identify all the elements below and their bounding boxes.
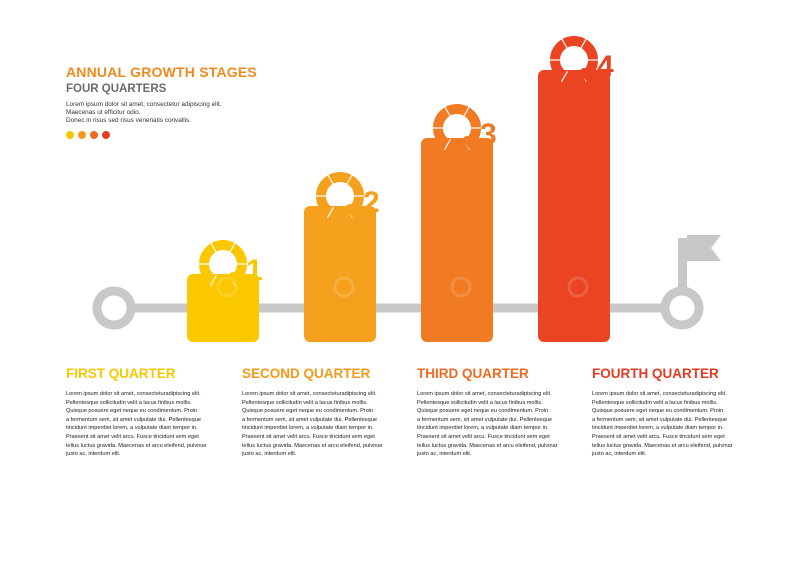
flag-icon (687, 235, 721, 261)
bar-q2 (304, 206, 376, 342)
intro-line: Donec in risus sed risus venenatis conva… (66, 117, 192, 124)
description-line: a fermentum sem, sit amet vulputate dui.… (417, 416, 552, 423)
description-line: Praesent sit amet velit arcu. Fusce tinc… (417, 433, 550, 440)
description-line: tellus luctus gravida. Maecenas et arcu … (66, 442, 207, 449)
bar-label-number: 3 (480, 118, 497, 151)
quarter-block-fourth: FOURTH QUARTER Lorem ipsum dolor sit ame… (592, 366, 742, 459)
quarter-block-third: THIRD QUARTER Lorem ipsum dolor sit amet… (417, 366, 567, 459)
flag-pole (678, 238, 687, 293)
bar-label-number: 1 (246, 254, 263, 287)
q-ring-segment (209, 242, 218, 254)
chart-title: ANNUAL GROWTH STAGES (66, 64, 257, 80)
q-ring-segment (209, 274, 218, 286)
description-line: a fermentum sem, sit amet vulputate dui.… (242, 416, 377, 423)
description-line: Lorem ipsum dolor sit amet, consectetura… (417, 391, 552, 397)
description-line: tincidunt imperdiet lorem, a vulputate d… (592, 425, 724, 432)
description-line: Pellentesque sollicitudin velit a lacus … (592, 399, 718, 406)
q-ring-segment (462, 106, 471, 118)
color-dot (102, 131, 110, 139)
q-ring-segment (443, 106, 452, 118)
description-line: Praesent sit amet velit arcu. Fusce tinc… (66, 433, 199, 440)
description-line: tellus luctus gravida. Maecenas et arcu … (592, 442, 733, 449)
bar-label-number: 4 (597, 50, 614, 83)
description-line: a fermentum sem, sit amet vulputate dui.… (592, 416, 727, 423)
intro-text: Lorem ipsum dolor sit amet, consectetur … (66, 101, 366, 125)
timeline-end-circle (660, 286, 704, 330)
intro-line: Maecenas ut efficitur odio. (66, 109, 141, 116)
quarter-title: FOURTH QUARTER (592, 366, 719, 381)
q-ring-segment (560, 70, 569, 82)
color-dot (78, 131, 86, 139)
description-line: Lorem ipsum dolor sit amet, consectetura… (242, 391, 377, 397)
bar-decoration (450, 276, 472, 298)
description-line: Quisque posuere eget neque eu condimentu… (242, 408, 374, 415)
q-tail (229, 272, 247, 292)
bar-q3 (421, 138, 493, 342)
quarter-block-first: FIRST QUARTER Lorem ipsum dolor sit amet… (66, 366, 216, 459)
description-line: tincidunt imperdiet lorem, a vulputate d… (66, 425, 198, 432)
timeline-start-circle (92, 286, 136, 330)
q-ring-segment (443, 138, 452, 150)
q-ring-segment (326, 174, 335, 186)
bar-decoration (216, 276, 238, 298)
quarter-description: Lorem ipsum dolor sit amet, consectetura… (592, 390, 742, 459)
chart-subtitle: FOUR QUARTERS (66, 83, 167, 95)
description-line: justo ac, interdum elit. (592, 451, 647, 458)
description-line: justo ac, interdum elit. (242, 451, 297, 458)
description-line: a fermentum sem, sit amet vulputate dui.… (66, 416, 201, 423)
q-tail (346, 204, 364, 224)
bar-label-number: 2 (363, 186, 380, 219)
quarter-block-second: SECOND QUARTER Lorem ipsum dolor sit ame… (242, 366, 392, 459)
quarter-title: SECOND QUARTER (242, 366, 371, 381)
q-ring-segment (326, 206, 335, 218)
description-line: tellus luctus gravida. Maecenas et arcu … (417, 442, 558, 449)
color-dots (66, 131, 366, 139)
description-line: tincidunt imperdiet lorem, a vulputate d… (417, 425, 549, 432)
quarter-description: Lorem ipsum dolor sit amet, consectetura… (417, 390, 567, 459)
description-line: tellus luctus gravida. Maecenas et arcu … (242, 442, 383, 449)
description-line: Lorem ipsum dolor sit amet, consectetura… (66, 391, 201, 397)
description-line: Pellentesque sollicitudin velit a lacus … (66, 399, 192, 406)
color-dot (90, 131, 98, 139)
quarter-title: THIRD QUARTER (417, 366, 529, 381)
quarter-title: FIRST QUARTER (66, 366, 176, 381)
intro-line: Lorem ipsum dolor sit amet, consectetur … (66, 101, 222, 108)
q-ring-segment (345, 174, 354, 186)
description-line: Lorem ipsum dolor sit amet, consectetura… (592, 391, 727, 397)
q-ring-segment (228, 242, 237, 254)
q-tail (463, 136, 481, 156)
description-line: Praesent sit amet velit arcu. Fusce tinc… (242, 433, 375, 440)
description-line: Quisque posuere eget neque eu condimentu… (592, 408, 724, 415)
q-tail (580, 68, 598, 88)
quarter-description: Lorem ipsum dolor sit amet, consectetura… (66, 390, 216, 459)
description-line: Quisque posuere eget neque eu condimentu… (66, 408, 198, 415)
color-dot (66, 131, 74, 139)
bar-decoration (333, 276, 355, 298)
description-line: justo ac, interdum elit. (66, 451, 121, 458)
bar-q4 (538, 70, 610, 342)
q-ring-segment (579, 38, 588, 50)
description-line: Pellentesque sollicitudin velit a lacus … (417, 399, 543, 406)
quarter-description: Lorem ipsum dolor sit amet, consectetura… (242, 390, 392, 459)
q-ring-segment (560, 38, 569, 50)
description-line: Quisque posuere eget neque eu condimentu… (417, 408, 549, 415)
description-line: Pellentesque sollicitudin velit a lacus … (242, 399, 368, 406)
bar-decoration (567, 276, 589, 298)
description-line: tincidunt imperdiet lorem, a vulputate d… (242, 425, 374, 432)
description-line: Praesent sit amet velit arcu. Fusce tinc… (592, 433, 725, 440)
description-line: justo ac, interdum elit. (417, 451, 472, 458)
header: ANNUAL GROWTH STAGES FOUR QUARTERS Lorem… (66, 64, 366, 139)
